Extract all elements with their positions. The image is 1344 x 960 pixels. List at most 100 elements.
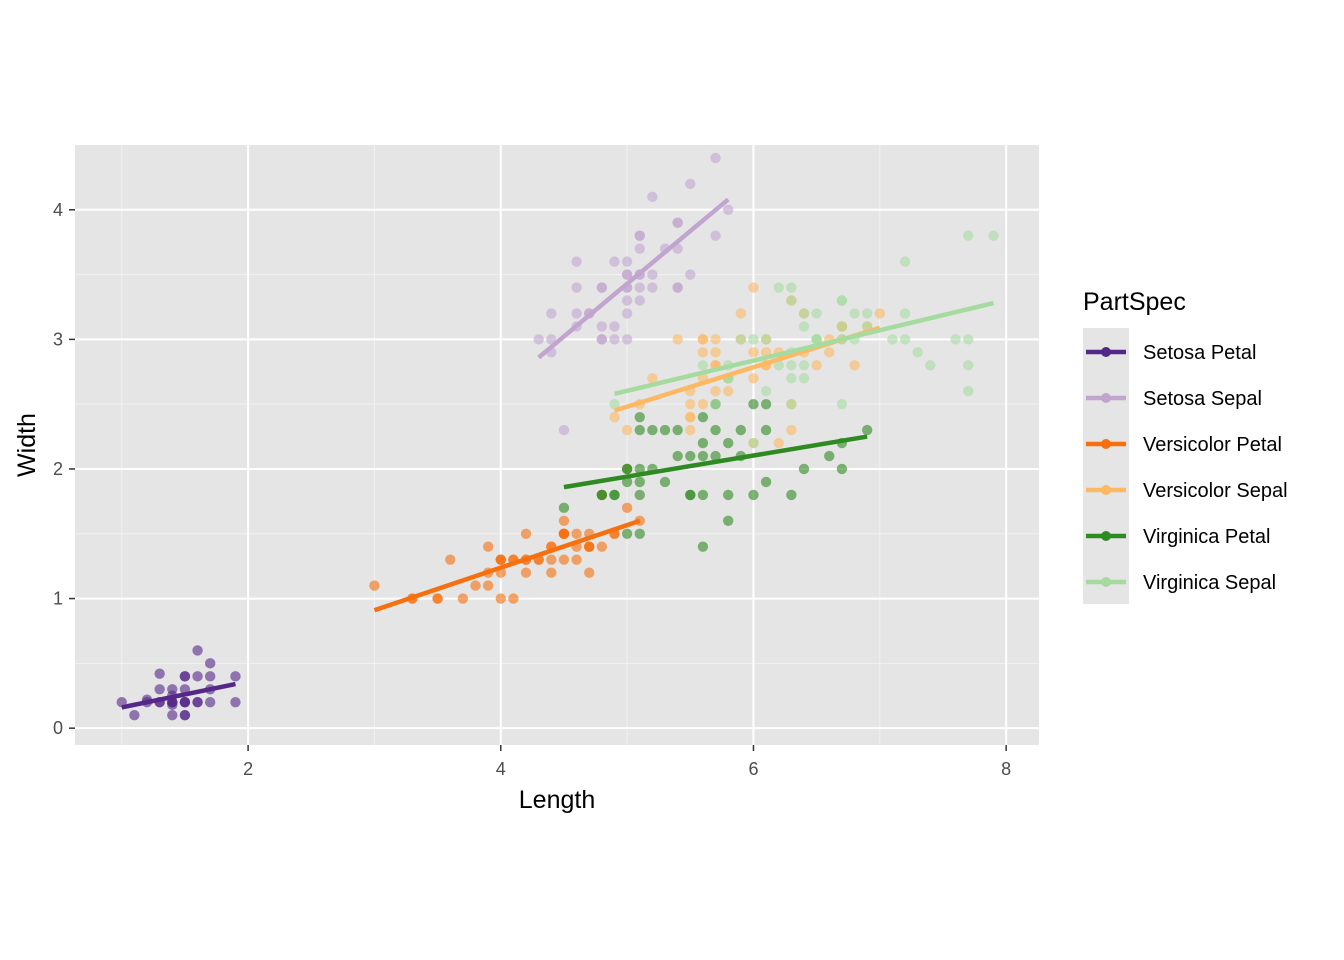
setosa-sepal-point bbox=[621, 334, 633, 345]
virginica-sepal-point bbox=[887, 334, 898, 345]
virginica-sepal-point bbox=[963, 386, 974, 397]
virginica-petal-point bbox=[722, 437, 734, 449]
versicolor-sepal-point bbox=[849, 360, 860, 371]
setosa-sepal-point bbox=[621, 269, 633, 280]
plot-panel bbox=[75, 145, 1039, 745]
setosa-petal-point bbox=[154, 668, 165, 679]
virginica-sepal-point bbox=[988, 230, 999, 241]
versicolor-sepal-point bbox=[710, 347, 721, 358]
virginica-petal-point bbox=[672, 450, 683, 462]
setosa-petal-point bbox=[204, 697, 216, 708]
virginica-petal-point bbox=[836, 463, 848, 475]
versicolor-sepal-point bbox=[748, 373, 759, 384]
virginica-sepal-point bbox=[786, 398, 797, 410]
x-tick-label: 6 bbox=[748, 759, 758, 779]
setosa-petal-point bbox=[204, 658, 216, 669]
y-tick-label: 1 bbox=[53, 589, 63, 609]
virginica-sepal-point bbox=[836, 398, 848, 410]
axes: 2 4 6 8 0 1 2 3 4 bbox=[53, 200, 1011, 779]
virginica-petal-point bbox=[558, 502, 570, 514]
virginica-sepal-point bbox=[786, 295, 797, 306]
setosa-petal-point bbox=[192, 645, 203, 656]
virginica-petal-point bbox=[748, 398, 759, 410]
setosa-sepal-point bbox=[621, 256, 633, 267]
virginica-sepal-point bbox=[760, 334, 772, 345]
virginica-petal-point bbox=[634, 463, 645, 475]
versicolor-petal-point bbox=[445, 554, 456, 565]
versicolor-petal-point bbox=[584, 567, 595, 578]
setosa-sepal-point bbox=[609, 334, 620, 345]
virginica-petal-point bbox=[672, 424, 683, 436]
virginica-sepal-point bbox=[963, 334, 974, 345]
virginica-sepal-point bbox=[798, 373, 810, 384]
versicolor-sepal-point bbox=[824, 347, 835, 358]
versicolor-sepal-point bbox=[697, 347, 709, 358]
x-tick-label: 2 bbox=[243, 759, 253, 779]
legend-label-versicolor-sepal: Versicolor Sepal bbox=[1143, 480, 1288, 502]
setosa-sepal-point bbox=[647, 191, 658, 203]
virginica-sepal-point bbox=[697, 360, 709, 371]
versicolor-petal-point bbox=[508, 593, 519, 604]
virginica-petal-point bbox=[697, 411, 709, 423]
virginica-sepal-point bbox=[849, 308, 860, 319]
setosa-petal-point bbox=[230, 671, 241, 682]
virginica-petal-point bbox=[786, 489, 797, 501]
data-points bbox=[116, 152, 999, 721]
virginica-sepal-point bbox=[836, 321, 848, 332]
setosa-sepal-point bbox=[596, 334, 608, 345]
virginica-petal-point bbox=[634, 476, 645, 488]
virginica-petal-point bbox=[647, 424, 658, 436]
virginica-sepal-point bbox=[609, 398, 620, 410]
virginica-sepal-point bbox=[748, 437, 759, 449]
setosa-sepal-point bbox=[672, 217, 683, 228]
virginica-sepal-point bbox=[748, 334, 759, 345]
legend-label-virginica-petal: Virginica Petal bbox=[1143, 526, 1270, 548]
versicolor-sepal-point bbox=[697, 398, 709, 410]
versicolor-sepal-point bbox=[697, 334, 709, 345]
x-axis-title: Length bbox=[519, 786, 595, 814]
versicolor-petal-point bbox=[495, 554, 506, 565]
virginica-sepal-point bbox=[735, 334, 747, 345]
setosa-sepal-point bbox=[634, 230, 645, 241]
virginica-petal-point bbox=[697, 489, 709, 501]
setosa-petal-point bbox=[204, 671, 216, 682]
legend-key-point-virginica-petal bbox=[1101, 531, 1111, 541]
setosa-petal-trend-line bbox=[121, 681, 236, 710]
x-tick-label: 4 bbox=[496, 759, 506, 779]
virginica-sepal-point bbox=[912, 347, 923, 358]
virginica-sepal-point bbox=[798, 321, 810, 332]
virginica-petal-point bbox=[609, 489, 620, 501]
virginica-petal-point bbox=[634, 528, 645, 539]
virginica-sepal-point bbox=[710, 398, 721, 410]
virginica-petal-point bbox=[760, 476, 772, 488]
virginica-petal-point bbox=[621, 476, 633, 488]
versicolor-sepal-point bbox=[710, 334, 721, 345]
versicolor-petal-point bbox=[596, 541, 608, 552]
virginica-petal-point bbox=[798, 463, 810, 475]
setosa-sepal-point bbox=[634, 243, 645, 254]
versicolor-petal-point bbox=[546, 567, 557, 578]
virginica-sepal-point bbox=[798, 308, 810, 319]
setosa-sepal-point bbox=[710, 230, 721, 241]
versicolor-sepal-point bbox=[609, 411, 620, 423]
virginica-sepal-point bbox=[811, 334, 822, 345]
virginica-petal-point bbox=[685, 450, 696, 462]
virginica-sepal-point bbox=[899, 308, 911, 319]
virginica-sepal-point bbox=[899, 334, 911, 345]
virginica-petal-point bbox=[722, 515, 734, 527]
virginica-petal-point bbox=[634, 489, 645, 501]
setosa-petal-point bbox=[129, 709, 140, 721]
versicolor-sepal-point bbox=[748, 347, 759, 358]
legend-label-setosa-sepal: Setosa Sepal bbox=[1143, 388, 1262, 410]
x-tick-label: 8 bbox=[1001, 759, 1011, 779]
versicolor-petal-point bbox=[571, 554, 582, 565]
versicolor-petal-point bbox=[470, 580, 481, 591]
setosa-petal-point bbox=[179, 697, 191, 708]
virginica-sepal-point bbox=[950, 334, 961, 345]
versicolor-sepal-point bbox=[773, 437, 784, 449]
versicolor-sepal-point bbox=[748, 282, 759, 293]
gridlines bbox=[75, 145, 1039, 745]
y-tick-label: 2 bbox=[53, 459, 63, 479]
legend-key-point-virginica-sepal bbox=[1101, 577, 1111, 587]
